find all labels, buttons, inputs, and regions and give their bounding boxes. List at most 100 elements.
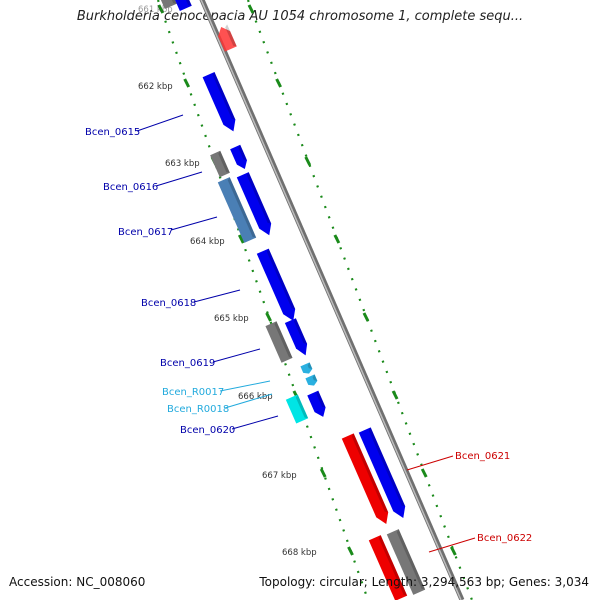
gene-body [218,27,237,52]
gene-body [265,321,293,363]
gene-body [368,535,408,600]
gene-forward-0617b [236,172,272,236]
gene-body [284,318,308,356]
gene-body [341,433,389,524]
gene-body [159,0,177,10]
gene-label-bcen-0616[interactable]: Bcen_0616 [103,182,158,193]
gene-label-bcen-0619[interactable]: Bcen_0619 [160,358,215,369]
gene-blue-partial [174,0,192,12]
gene-shade [274,321,293,358]
gene-bcen-0620 [307,390,326,417]
gene-bcen-0621 [341,433,389,524]
ruler-tick-label: 668 kbp [282,548,317,558]
gene-bcen-0622 [368,535,408,600]
gene-shade [184,0,192,6]
rna-bcen-r0017 [300,362,313,374]
ruler-tick-label: 665 kbp [214,314,249,324]
ruler-tick-label: 663 kbp [165,159,200,169]
gene-forward-0621b [358,427,406,518]
gene-gray-0616 [210,150,230,178]
gene-label-bcen-0620[interactable]: Bcen_0620 [180,425,235,436]
gene-shade [227,177,257,238]
ruler-major-tick [319,468,327,478]
gene-body [230,144,247,169]
gene-bcen-0617 [217,177,257,243]
gene-label-bcen-0615[interactable]: Bcen_0615 [85,127,140,138]
gene-shade [246,172,272,224]
ruler-tick-label: 664 kbp [190,237,225,247]
gene-shade [169,0,177,4]
backbone-highlight [200,0,462,600]
ruler-outer-line [246,0,474,600]
backbone-line [199,0,465,600]
gene-label-leader [155,171,203,187]
ruler-major-tick [183,78,191,88]
gene-body [210,150,230,178]
gene-label-leader [219,380,271,392]
ruler-major-tick [304,156,312,166]
gene-label-bcen-r0017[interactable]: Bcen_R0017 [162,387,224,398]
gene-body [307,390,326,417]
gene-bcen-0619 [284,318,308,356]
gene-shade [351,433,389,513]
gene-shade [295,394,309,419]
ruler-major-tick [362,312,370,322]
gene-shade [266,248,296,310]
ruler-tick-label: 666 kbp [238,392,273,402]
ruler-major-tick [157,4,165,14]
ruler-major-tick [247,4,255,14]
gene-shade [316,390,326,408]
gene-shade [293,318,308,344]
ruler-major-tick [333,234,341,244]
ruler-tick-label: 667 kbp [262,471,297,481]
gene-body [174,0,192,12]
ruler-major-tick [237,234,245,244]
gene-shade [378,535,408,596]
ruler-major-tick [391,390,399,400]
gene-bcen-0616 [230,144,247,169]
ruler-tick-label: 662 kbp [138,82,173,92]
gene-label-leader [136,114,184,132]
gene-shade [396,529,426,590]
rna-cyan-feature [285,394,309,424]
gene-label-leader [406,455,454,471]
map-title: Burkholderia cenocepacia AU 1054 chromos… [76,9,524,24]
ruler-major-tick [347,546,354,556]
gene-shade [368,427,406,507]
gene-label-bcen-0621[interactable]: Bcen_0621 [455,451,510,462]
gene-red-partial [218,24,237,52]
gene-bcen-0615 [202,71,236,132]
ruler-inner-line [156,0,370,600]
gene-body [236,172,272,236]
gene-body [217,177,257,243]
gene-bcen-0618 [256,248,296,321]
gene-body [305,374,318,386]
gene-label-leader [231,415,279,430]
gene-label-leader [428,537,476,553]
topology-text: Topology: circular; Length: 3,294,563 bp… [259,575,589,589]
gene-label-bcen-0617[interactable]: Bcen_0617 [118,227,173,238]
accession-text: Accession: NC_008060 [9,575,146,589]
gene-label-bcen-0622[interactable]: Bcen_0622 [477,533,532,544]
gene-shade [312,374,318,381]
gene-shade [238,144,247,161]
gene-body [256,248,296,321]
gene-label-bcen-0618[interactable]: Bcen_0618 [141,298,196,309]
gene-body [386,529,426,595]
ruler-major-tick [420,468,428,478]
gene-body [358,427,406,518]
gene-label-leader [170,216,218,231]
gene-gray-partial [159,0,177,10]
gene-label-bcen-r0018[interactable]: Bcen_R0018 [167,404,229,415]
gene-gray-0619 [265,321,293,363]
rna-bcen-r0018 [305,374,318,386]
gene-body [300,362,313,374]
ruler-tick-label: 661 kbp [138,5,173,15]
gene-label-leader [224,393,273,409]
gene-shade [212,71,236,120]
gene-body [202,71,236,132]
gene-label-leader [212,348,261,363]
gene-body [285,394,309,424]
gene-shade [225,24,237,47]
